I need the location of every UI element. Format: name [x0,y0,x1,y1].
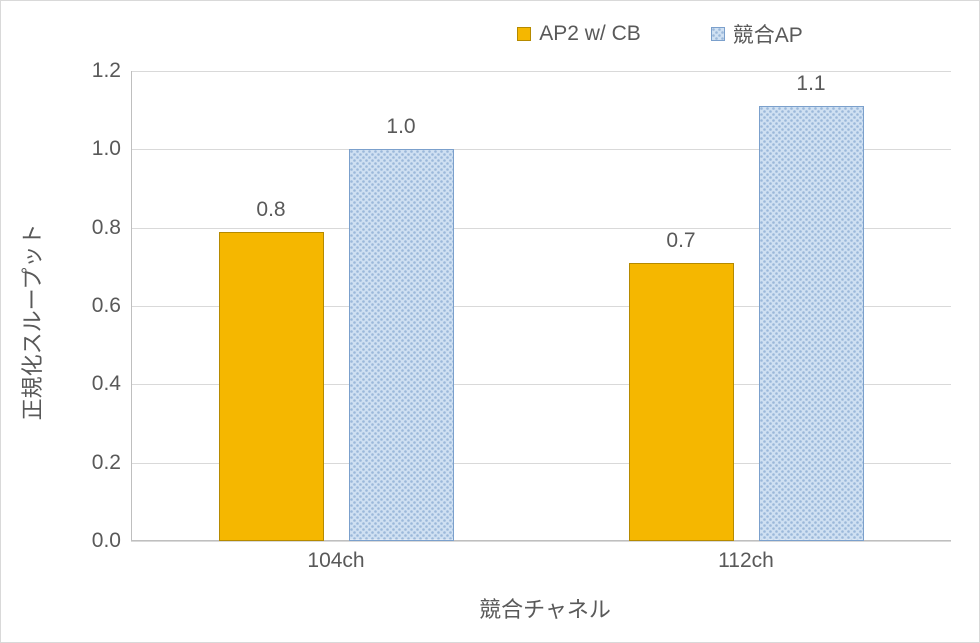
y-tick-label: 1.2 [71,59,121,83]
y-tick-label: 1.0 [71,137,121,161]
gridline [131,71,951,72]
y-axis-line [131,71,132,541]
plot-area: 0.8 1.0 0.7 1.1 [131,71,951,541]
legend-item-series-2: 競合AP [711,19,803,49]
x-tick-label: 112ch [718,549,774,573]
x-axis-title: 競合チャネル [1,592,979,624]
legend-item-series-1: AP2 w/ CB [517,19,641,49]
y-tick-label: 0.6 [71,294,121,318]
bar-value-label: 0.7 [666,229,695,253]
legend-swatch-series-2 [711,27,725,41]
y-tick-label: 0.2 [71,451,121,475]
chart-container: AP2 w/ CB 競合AP 正規化スループット 0.8 1.0 0.7 1.1 0.… [0,0,980,643]
bar-value-label: 0.8 [256,198,285,222]
bar [219,232,324,541]
gridline [131,541,951,542]
bar [629,263,734,541]
bar [349,149,454,541]
legend-label: AP2 w/ CB [539,22,641,46]
legend-label: 競合AP [733,19,803,49]
y-tick-label: 0.4 [71,372,121,396]
bar-value-label: 1.0 [386,115,415,139]
legend-swatch-series-1 [517,27,531,41]
bar [759,106,864,541]
y-tick-label: 0.0 [71,529,121,553]
bar-value-label: 1.1 [796,72,825,96]
y-axis-title: 正規化スループット [15,223,47,420]
legend: AP2 w/ CB 競合AP [1,19,979,49]
x-tick-label: 104ch [307,549,364,573]
y-tick-label: 0.8 [71,216,121,240]
